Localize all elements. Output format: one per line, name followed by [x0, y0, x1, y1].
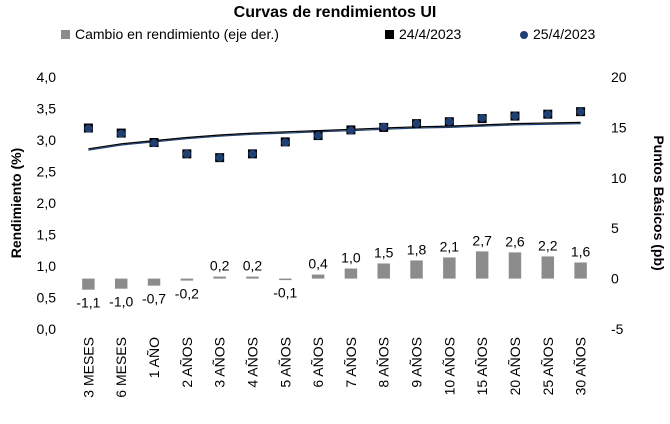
bar-5 [246, 276, 259, 279]
point-25-4-6 [281, 138, 290, 147]
y-right-tick-label: 10 [611, 170, 627, 186]
legend-label-25-4: 25/4/2023 [533, 26, 595, 42]
bar-11 [443, 257, 456, 279]
x-tick-label-14: 25 AÑOS [540, 337, 556, 395]
bar-data-label-1: -1,0 [109, 294, 133, 310]
point-25-4-12 [478, 113, 487, 122]
bar-12 [475, 251, 489, 279]
legend-label-bar: Cambio en rendimiento (eje der.) [75, 26, 279, 42]
x-tick-label-12: 15 AÑOS [474, 337, 490, 395]
point-25-4-3 [182, 149, 191, 158]
x-tick-label-9: 8 AÑOS [376, 337, 392, 388]
bar-6 [279, 278, 292, 281]
bar-data-label-4: 0,2 [210, 258, 230, 274]
bar-data-label-8: 1,0 [341, 250, 361, 266]
bar-data-label-11: 2,1 [440, 238, 460, 254]
y-left-tick-label: 3,5 [37, 101, 57, 117]
bar-data-label-3: -0,2 [175, 286, 199, 302]
x-tick-label-3: 2 AÑOS [179, 337, 195, 388]
point-25-4-4 [215, 153, 224, 162]
y-left-tick-label: 0,5 [37, 290, 57, 306]
point-25-4-0 [84, 124, 93, 133]
plot-area: 0,0 0,5 1,0 1,5 2,0 2,5 3,0 3,5 4,0 -5 0 5 10 15 20 -1,… [37, 69, 627, 398]
point-25-4-8 [346, 126, 355, 135]
x-tick-label-4: 3 AÑOS [212, 337, 228, 388]
y-left-axis-title: Rendimiento (%) [8, 148, 24, 258]
bar-data-label-2: -0,7 [142, 291, 166, 307]
bar-data-label-7: 0,4 [308, 256, 328, 272]
x-tick-label-1: 6 MESES [113, 337, 129, 398]
bar-10 [410, 260, 423, 279]
legend-swatch-bar [61, 30, 70, 39]
point-25-4-13 [510, 112, 519, 121]
bar-2 [147, 278, 161, 286]
point-25-4-14 [543, 110, 552, 119]
x-tick-label-0: 3 MESES [80, 337, 96, 398]
bar-data-label-5: 0,2 [243, 258, 263, 274]
bar-9 [377, 263, 390, 279]
y-right-axis-title: Puntos Básicos (pb) [651, 135, 667, 270]
legend: Cambio en rendimiento (eje der.) 24/4/20… [61, 26, 595, 42]
bar-data-label-14: 2,2 [538, 237, 558, 253]
trend-line-1 [88, 121, 581, 150]
y-right-tick-label: 5 [611, 220, 619, 236]
bar-1 [114, 278, 128, 289]
y-left-tick-label: 2,0 [37, 195, 57, 211]
legend-label-24-4: 24/4/2023 [399, 26, 461, 42]
point-25-4-2 [150, 139, 159, 148]
legend-swatch-25-4 [520, 31, 528, 39]
y-left-tick-label: 4,0 [37, 69, 57, 85]
x-tick-label-2: 1 AÑO [146, 337, 162, 378]
x-tick-label-13: 20 AÑOS [507, 337, 523, 395]
trend-line-0 [88, 123, 581, 151]
y-right-tick-label: 0 [611, 271, 619, 287]
point-25-4-9 [379, 122, 388, 131]
y-left-tick-label: 2,5 [37, 164, 57, 180]
x-tick-label-8: 7 AÑOS [343, 337, 359, 388]
bar-data-label-12: 2,7 [472, 232, 492, 248]
point-25-4-5 [248, 149, 257, 158]
point-25-4-1 [117, 129, 126, 138]
bar-3 [180, 278, 194, 281]
bar-data-label-15: 1,6 [571, 243, 591, 259]
point-25-4-15 [576, 107, 585, 116]
x-tick-label-10: 9 AÑOS [409, 337, 425, 388]
y-right-tick-label: 20 [611, 69, 627, 85]
y-right-tick-label: 15 [611, 119, 627, 135]
y-left-tick-label: 0,0 [37, 321, 57, 337]
bar-data-label-10: 1,8 [407, 241, 427, 257]
x-tick-label-5: 4 AÑOS [245, 337, 261, 388]
bar-4 [213, 276, 226, 279]
x-tick-label-7: 6 AÑOS [310, 337, 326, 388]
point-25-4-10 [412, 119, 421, 128]
bar-data-label-9: 1,5 [374, 244, 394, 260]
y-left-tick-label: 1,5 [37, 227, 57, 243]
y-left-tick-label: 3,0 [37, 132, 57, 148]
y-left-tick-label: 1,0 [37, 258, 57, 274]
bar-13 [508, 252, 522, 279]
point-25-4-11 [445, 117, 454, 126]
x-tick-label-15: 30 AÑOS [573, 337, 589, 395]
point-25-4-7 [314, 131, 323, 140]
y-right-tick-label: -5 [611, 321, 624, 337]
bar-15 [574, 262, 587, 279]
bar-7 [311, 274, 325, 279]
bar-data-label-6: -0,1 [273, 285, 297, 301]
x-tick-label-11: 10 AÑOS [441, 337, 457, 395]
x-tick-label-6: 5 AÑOS [277, 337, 293, 388]
bar-0 [82, 278, 95, 290]
bar-8 [344, 268, 358, 279]
bar-data-label-0: -1,1 [76, 295, 100, 311]
bar-data-label-13: 2,6 [505, 233, 525, 249]
chart-title: Curvas de rendimientos UI [234, 4, 437, 21]
bar-14 [541, 256, 555, 279]
legend-swatch-24-4 [385, 30, 394, 39]
